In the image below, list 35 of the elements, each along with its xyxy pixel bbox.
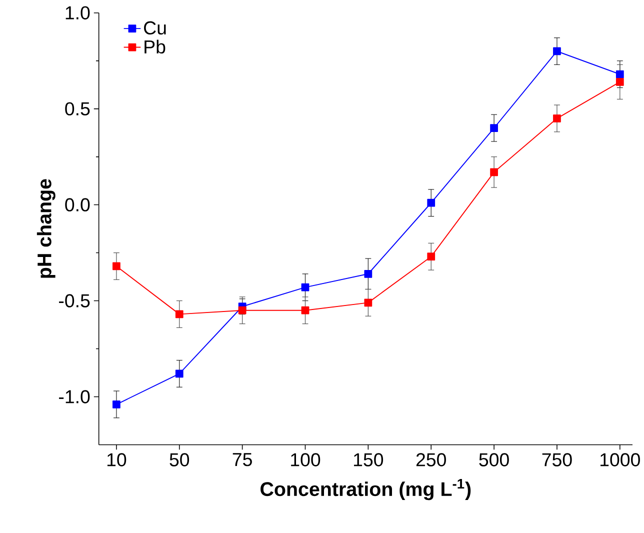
y-tick-label: -1.0 [59, 390, 90, 404]
point [112, 262, 120, 270]
point [112, 400, 120, 409]
x-axis-title: Concentration (mg L$^{-1}$) [260, 479, 471, 500]
x-tick-label: 50 [170, 453, 190, 467]
point [175, 310, 184, 318]
point [301, 284, 310, 292]
point [238, 306, 246, 314]
point [616, 70, 624, 78]
y-tick-label: 0.5 [65, 102, 90, 116]
x-tick-label: 1000 [600, 453, 640, 467]
x-tick-label: 150 [354, 453, 384, 467]
x-tick-label: 100 [291, 453, 320, 467]
x-tick-label: 10 [107, 453, 126, 467]
y-axis-title: pH change [36, 179, 56, 278]
x-tick-label: 750 [542, 453, 572, 467]
y-tick-label: 1.0 [66, 6, 90, 20]
x-tick-label: 500 [479, 453, 509, 467]
point [175, 370, 184, 378]
legend-label: Cu [144, 21, 166, 35]
point [490, 124, 498, 132]
legend-label: Pb [144, 40, 166, 54]
point [364, 270, 372, 278]
point [616, 78, 624, 86]
y-tick-label: 0.0 [65, 198, 90, 212]
x-tick-label: 250 [416, 453, 446, 467]
point [427, 252, 436, 261]
y-tick-label: -0.5 [59, 294, 90, 308]
x-tick-label: 75 [232, 453, 252, 466]
point [490, 168, 498, 176]
point [553, 114, 561, 123]
point [301, 306, 310, 314]
point [364, 298, 372, 307]
point [553, 47, 561, 56]
point [427, 199, 436, 207]
